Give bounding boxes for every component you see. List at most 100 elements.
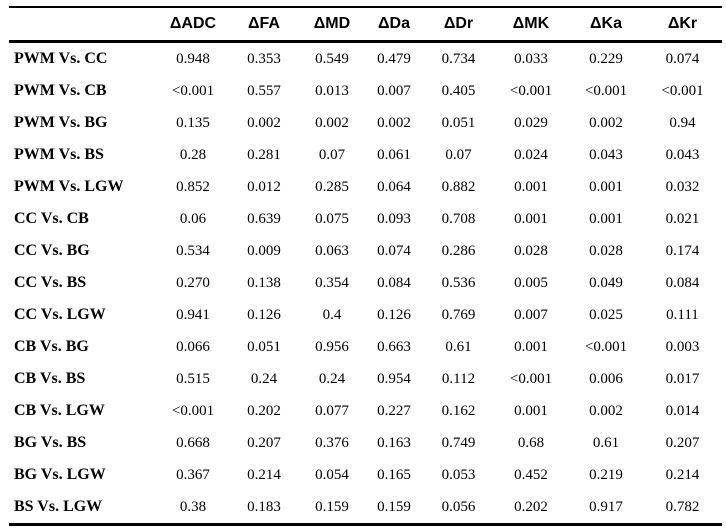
table-cell: 0.032 <box>665 178 700 195</box>
table-cell: 0.06 <box>179 210 207 227</box>
table-cell: 0.219 <box>589 466 623 483</box>
table-cell: 0.94 <box>669 114 696 131</box>
table-row: CC Vs. BG 0.534 0.009 0.063 0.074 0.286 0.028 0… <box>9 235 722 267</box>
table-cell: 0.033 <box>514 50 548 67</box>
table-cell: 0.174 <box>665 242 700 259</box>
table-cell: 0.202 <box>247 402 281 419</box>
table-cell: <0.001 <box>509 370 553 387</box>
table-cell: 0.001 <box>514 210 548 227</box>
table-cell: 0.227 <box>377 402 411 419</box>
table-cell: 0.4 <box>322 306 342 323</box>
row-label: BG Vs. BS <box>14 434 87 451</box>
table-cell: 0.061 <box>377 146 411 163</box>
table-cell: 0.001 <box>514 402 548 419</box>
table-cell: 0.021 <box>665 210 700 227</box>
table-cell: 0.024 <box>514 146 548 163</box>
table-row: CB Vs. LGW <0.001 0.202 0.077 0.227 0.162 0.00… <box>9 395 722 427</box>
table-cell: 0.769 <box>441 306 476 323</box>
table-cell: 0.07 <box>318 146 346 163</box>
row-label: CC Vs. BS <box>14 274 87 291</box>
row-label: PWM Vs. CB <box>14 82 107 99</box>
table-cell: 0.003 <box>665 338 700 355</box>
table-cell: 0.066 <box>176 338 210 355</box>
table-cell: 0.159 <box>377 498 411 515</box>
column-header: ΔKr <box>643 7 722 43</box>
row-label: PWM Vs. CC <box>14 50 108 67</box>
table-cell: 0.111 <box>666 306 699 323</box>
table-row: CB Vs. BG 0.066 0.051 0.956 0.663 0.61 0.001 <0… <box>9 331 722 363</box>
table-row: BS Vs. LGW 0.38 0.183 0.159 0.159 0.056 0.202 0… <box>9 491 722 525</box>
table-row: CC Vs. LGW 0.941 0.126 0.4 0.126 0.769 0.007 0.… <box>9 299 722 331</box>
row-label: CC Vs. LGW <box>14 306 106 323</box>
table-cell: 0.354 <box>315 274 349 291</box>
table-cell: 0.135 <box>176 114 210 131</box>
table-cell: 0.053 <box>441 466 476 483</box>
header-row: ΔADC ΔFA ΔMD ΔDa ΔDr ΔMK ΔKa ΔKr <box>9 7 722 43</box>
table-cell: 0.074 <box>377 242 411 259</box>
table-cell: 0.012 <box>247 178 281 195</box>
table-cell: 0.183 <box>247 498 281 515</box>
row-label: CB Vs. BS <box>14 370 86 387</box>
table-row: PWM Vs. CB <0.001 0.557 0.013 0.007 0.405 <0.0… <box>9 75 722 107</box>
table-cell: 0.663 <box>377 338 411 355</box>
table-cell: 0.028 <box>589 242 623 259</box>
table-cell: 0.270 <box>176 274 210 291</box>
table-cell: 0.28 <box>179 146 207 163</box>
table-row: PWM Vs. CC 0.948 0.353 0.549 0.479 0.734 0.033… <box>9 42 722 76</box>
table-cell: 0.948 <box>176 50 210 67</box>
table-cell: 0.002 <box>247 114 281 131</box>
table-cell: 0.639 <box>247 210 281 227</box>
table-cell: 0.452 <box>514 466 548 483</box>
row-label: CB Vs. LGW <box>14 402 105 419</box>
row-label: PWM Vs. LGW <box>14 178 124 195</box>
row-label: CC Vs. BG <box>14 242 90 259</box>
table-row: CB Vs. BS 0.515 0.24 0.24 0.954 0.112 <0.001 0.… <box>9 363 722 395</box>
column-header: ΔMK <box>493 7 569 43</box>
table-cell: 0.749 <box>441 434 476 451</box>
table-row: PWM Vs. BG 0.135 0.002 0.002 0.002 0.051 0.029… <box>9 107 722 139</box>
table-cell: 0.009 <box>247 242 281 259</box>
table-cell: 0.002 <box>589 114 623 131</box>
table-cell: <0.001 <box>584 82 628 99</box>
table-cell: 0.138 <box>247 274 281 291</box>
table-cell: 0.054 <box>315 466 349 483</box>
table-cell: 0.734 <box>441 50 476 67</box>
table-cell: 0.24 <box>250 370 278 387</box>
table-cell: 0.07 <box>445 146 472 163</box>
table-cell: 0.014 <box>665 402 700 419</box>
table-cell: 0.077 <box>315 402 349 419</box>
table-cell: 0.534 <box>176 242 210 259</box>
table-cell: 0.281 <box>247 146 281 163</box>
table-cell: 0.214 <box>665 466 700 483</box>
table-cell: 0.214 <box>247 466 281 483</box>
table-cell: 0.61 <box>445 338 472 355</box>
table-cell: <0.001 <box>584 338 628 355</box>
table-cell: 0.017 <box>665 370 700 387</box>
table-cell: 0.405 <box>441 82 476 99</box>
table-cell: 0.007 <box>514 306 548 323</box>
table-cell: <0.001 <box>661 82 704 99</box>
table-cell: 0.479 <box>377 50 411 67</box>
table-cell: 0.536 <box>441 274 476 291</box>
table-cell: 0.708 <box>441 210 476 227</box>
table-row: PWM Vs. BS 0.28 0.281 0.07 0.061 0.07 0.024 0.0… <box>9 139 722 171</box>
table-cell: 0.029 <box>514 114 548 131</box>
table-cell: 0.001 <box>514 178 548 195</box>
table-row: CC Vs. CB 0.06 0.639 0.075 0.093 0.708 0.001 0.… <box>9 203 722 235</box>
table-cell: 0.68 <box>517 434 545 451</box>
table-cell: 0.051 <box>441 114 476 131</box>
table-cell: 0.954 <box>377 370 411 387</box>
table-cell: 0.001 <box>589 178 623 195</box>
table-cell: 0.353 <box>247 50 281 67</box>
table-cell: <0.001 <box>171 402 215 419</box>
column-header: ΔMD <box>300 7 364 43</box>
table-cell: 0.093 <box>377 210 411 227</box>
table-cell: 0.064 <box>377 178 411 195</box>
table-cell: 0.285 <box>315 178 349 195</box>
column-header: ΔADC <box>158 7 228 43</box>
table-cell: 0.159 <box>315 498 349 515</box>
table-cell: 0.074 <box>665 50 700 67</box>
row-label: PWM Vs. BG <box>14 114 108 131</box>
table-cell: 0.051 <box>247 338 281 355</box>
